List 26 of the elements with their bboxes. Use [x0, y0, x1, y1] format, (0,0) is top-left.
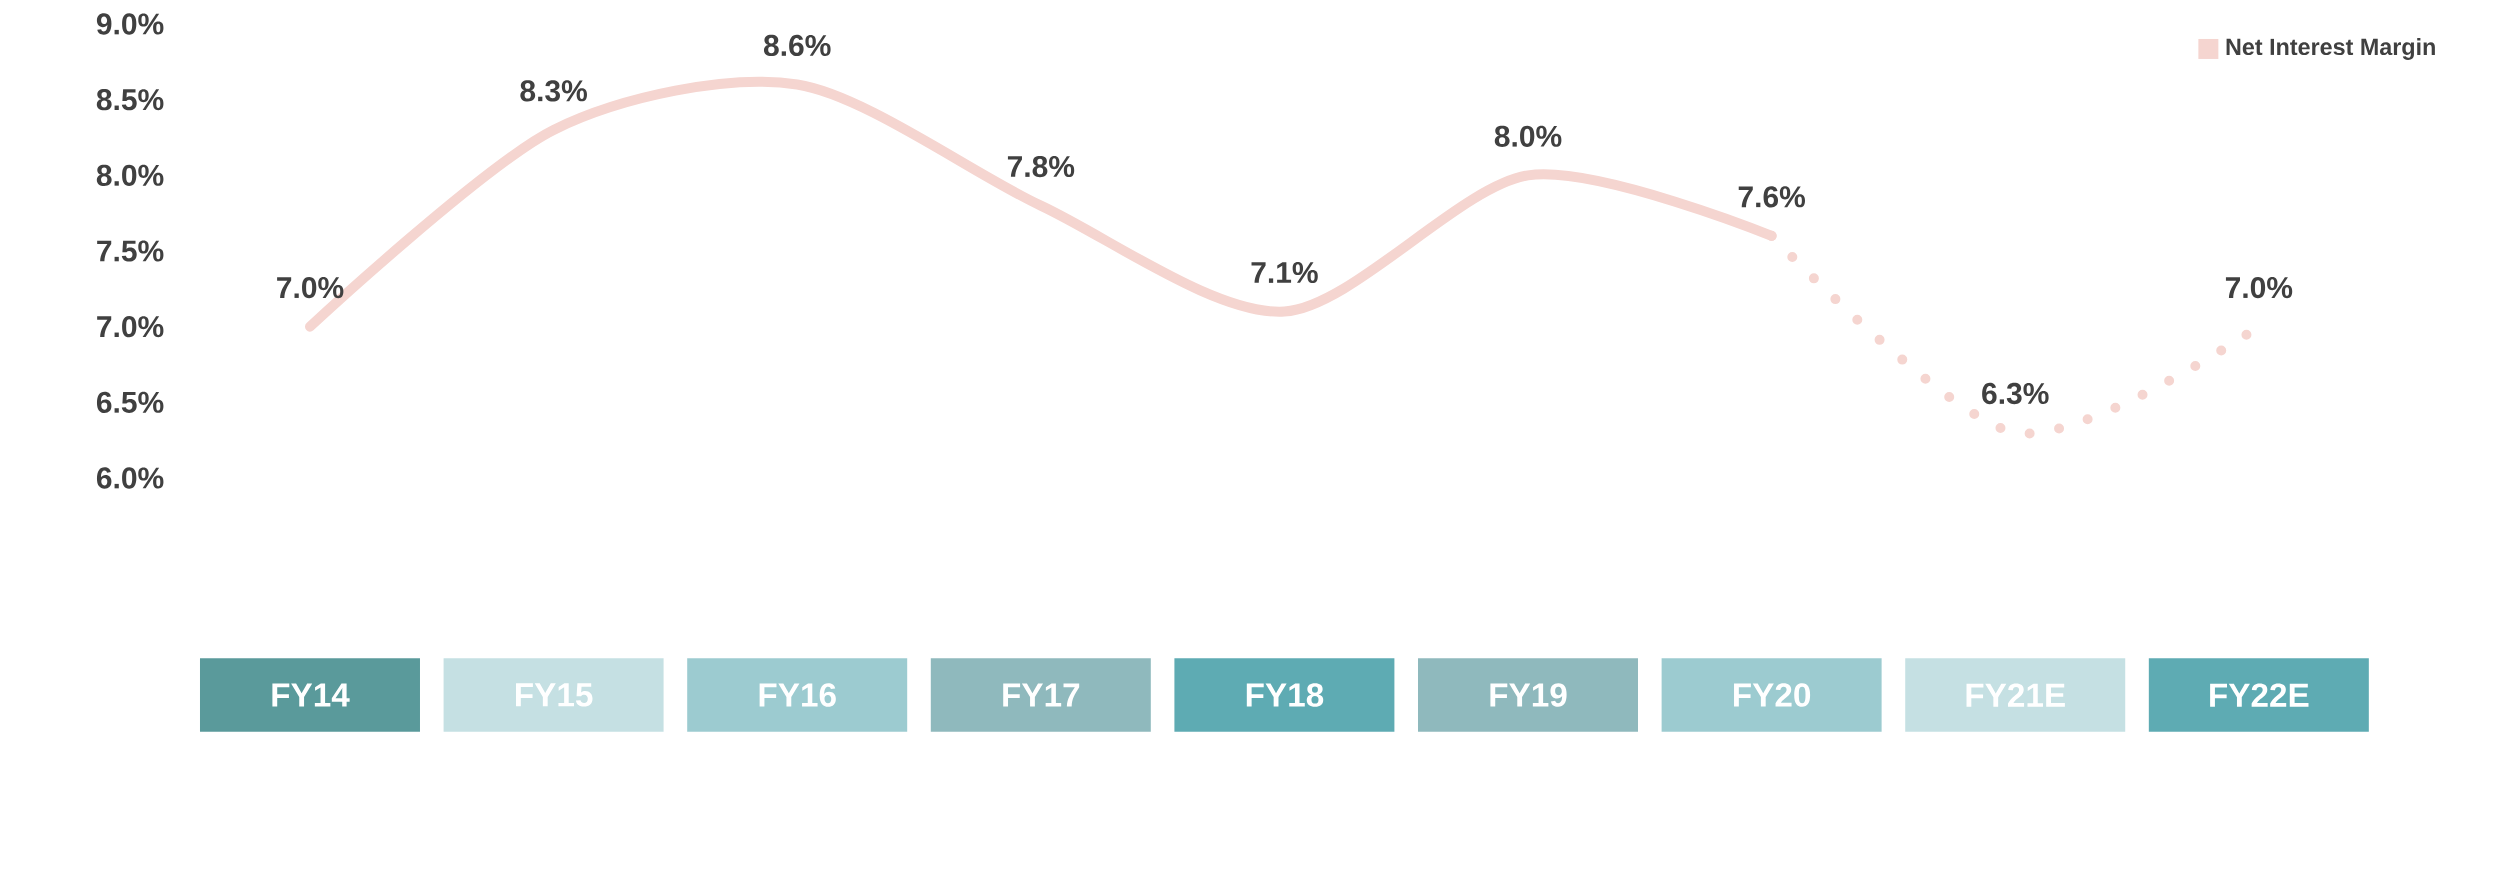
- data-label: 8.3%: [520, 80, 587, 102]
- x-tick-label: FY16: [759, 683, 836, 707]
- data-label: 7.6%: [1738, 186, 1805, 208]
- data-label: 7.0%: [2225, 276, 2293, 299]
- y-tick-label: 8.0%: [96, 164, 164, 186]
- x-tick-label: FY17: [1003, 683, 1080, 707]
- data-label: 8.6%: [763, 34, 831, 57]
- x-tick-label: FY21E: [1966, 683, 2065, 707]
- data-label: 7.0%: [277, 276, 344, 299]
- y-tick-label: 7.5%: [97, 240, 164, 262]
- x-tick-label: FY15: [516, 683, 593, 707]
- x-tick-label: FY18: [1246, 683, 1324, 707]
- y-tick-label: 6.0%: [96, 467, 164, 489]
- data-label: 8.0%: [1494, 125, 1562, 147]
- x-tick-label: FY20: [1734, 683, 1811, 707]
- legend-label: Net Interest Margin: [2226, 38, 2435, 60]
- x-tick-label: FY22E: [2210, 683, 2309, 707]
- x-tick-label: FY14: [272, 683, 350, 707]
- data-label: 6.3%: [1982, 382, 2049, 405]
- data-label: 7.1%: [1251, 262, 1318, 284]
- y-tick-label: 9.0%: [96, 13, 164, 35]
- y-tick-label: 6.5%: [96, 391, 164, 413]
- data-label: 7.8%: [1007, 155, 1075, 178]
- y-tick-label: 8.5%: [96, 89, 164, 111]
- y-tick-label: 7.0%: [97, 316, 164, 338]
- x-tick-label: FY19: [1490, 683, 1567, 707]
